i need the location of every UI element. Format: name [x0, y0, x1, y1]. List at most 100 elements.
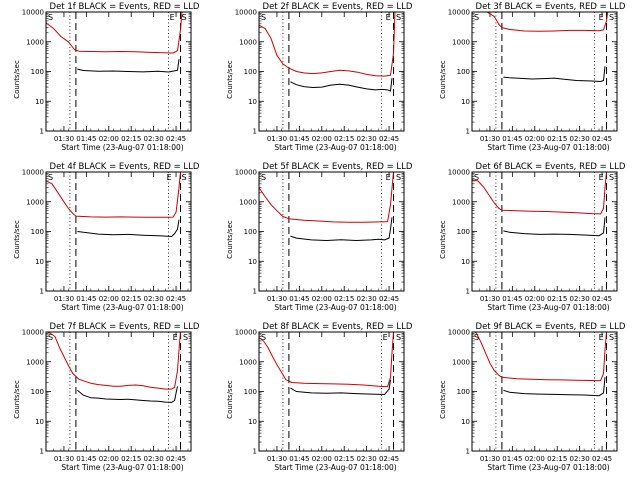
- x-axis-label: Start Time (23-Aug-07 01:18:00): [487, 303, 609, 312]
- y-axis-label: Counts/sec: [226, 380, 234, 419]
- y-tick-label: 10: [461, 98, 470, 106]
- data-area: [484, 12, 609, 82]
- y-tick-label: 10: [461, 258, 470, 266]
- y-tick-label: 1000: [239, 198, 257, 206]
- x-tick-label: 02:00: [525, 295, 545, 303]
- panel-title: Det 2f BLACK = Events, RED = LLD: [263, 2, 413, 12]
- x-tick-label: 02:45: [166, 135, 186, 143]
- start-marker-label: S: [261, 13, 266, 22]
- y-tick-label: 1: [40, 128, 44, 136]
- y-tick-label: 1: [253, 448, 257, 456]
- y-tick-label: 1: [253, 288, 257, 296]
- x-tick-label: 01:45: [76, 455, 96, 463]
- plot-frame: [258, 331, 405, 452]
- x-axis-label: Start Time (23-Aug-07 01:18:00): [274, 303, 396, 312]
- x-tick-label: 02:00: [312, 295, 332, 303]
- x-axis-label: Start Time (23-Aug-07 01:18:00): [61, 463, 183, 472]
- plot-frame: [471, 11, 618, 132]
- x-tick-label: 01:30: [267, 295, 287, 303]
- y-tick-label: 10000: [22, 329, 44, 337]
- x-tick-label: 01:30: [267, 135, 287, 143]
- start-marker-label-right: S: [609, 173, 614, 182]
- start-marker-label-right: S: [182, 173, 187, 182]
- plot-frame: [45, 11, 192, 132]
- x-tick-label: 02:45: [379, 295, 399, 303]
- x-tick-label: 01:30: [480, 135, 500, 143]
- plot-frame: [471, 331, 618, 452]
- x-axis-label: Start Time (23-Aug-07 01:18:00): [274, 463, 396, 472]
- data-area: [474, 332, 607, 397]
- y-tick-label: 1000: [452, 38, 470, 46]
- end-marker-label: E: [599, 333, 604, 342]
- start-marker-label-right: S: [609, 13, 614, 22]
- y-tick-label: 10: [248, 418, 257, 426]
- start-marker-label: S: [48, 173, 53, 182]
- x-tick-label: 01:30: [54, 455, 74, 463]
- x-tick-label: 02:00: [525, 455, 545, 463]
- y-tick-label: 100: [457, 388, 470, 396]
- panel-det-2: Det 2f BLACK = Events, RED = LLD 1 10 100 10…: [226, 2, 413, 152]
- start-marker-label: S: [48, 333, 53, 342]
- y-tick-label: 100: [457, 228, 470, 236]
- y-tick-label: 10000: [235, 329, 257, 337]
- x-axis-label: Start Time (23-Aug-07 01:18:00): [487, 463, 609, 472]
- x-tick-label: 02:30: [144, 455, 164, 463]
- plot-frame: [258, 171, 405, 292]
- events-series-line: [503, 217, 606, 237]
- start-marker-label: S: [474, 333, 479, 342]
- x-tick-label: 02:30: [570, 455, 590, 463]
- panel-det-1: Det 1f BLACK = Events, RED = LLD 1 10 100 10…: [13, 2, 200, 152]
- y-tick-label: 10: [35, 98, 44, 106]
- x-tick-label: 02:30: [357, 135, 377, 143]
- y-tick-label: 10000: [22, 9, 44, 17]
- start-marker-label: S: [261, 173, 266, 182]
- y-tick-label: 100: [244, 228, 257, 236]
- start-marker-label-right: S: [183, 333, 188, 342]
- y-tick-label: 10000: [448, 9, 470, 17]
- end-marker-label: E: [599, 173, 604, 182]
- x-tick-label: 02:15: [547, 295, 567, 303]
- y-tick-label: 10000: [235, 9, 257, 17]
- x-tick-label: 02:30: [570, 295, 590, 303]
- y-tick-label: 1: [466, 128, 470, 136]
- y-tick-label: 100: [31, 388, 44, 396]
- y-tick-label: 1: [253, 128, 257, 136]
- y-tick-label: 1: [466, 288, 470, 296]
- panel-title: Det 1f BLACK = Events, RED = LLD: [50, 2, 200, 12]
- panel-det-8: Det 8f BLACK = Events, RED = LLD 1 10 100 10…: [226, 322, 413, 472]
- x-tick-label: 02:00: [525, 135, 545, 143]
- y-tick-label: 100: [31, 228, 44, 236]
- start-marker-label: S: [474, 173, 479, 182]
- panel-title: Det 9f BLACK = Events, RED = LLD: [476, 322, 626, 332]
- x-tick-label: 02:45: [166, 455, 186, 463]
- x-tick-label: 02:30: [144, 295, 164, 303]
- y-tick-label: 10000: [448, 329, 470, 337]
- y-tick-label: 100: [244, 68, 257, 76]
- x-tick-label: 01:45: [76, 295, 96, 303]
- data-area: [259, 332, 394, 395]
- x-tick-label: 02:00: [99, 295, 119, 303]
- end-marker-label: E: [167, 173, 172, 182]
- panel-title: Det 6f BLACK = Events, RED = LLD: [476, 162, 626, 172]
- x-tick-label: 01:45: [502, 295, 522, 303]
- x-tick-label: 02:00: [312, 455, 332, 463]
- x-tick-label: 02:30: [357, 455, 377, 463]
- y-tick-label: 1000: [26, 198, 44, 206]
- panel-det-7: Det 7f BLACK = Events, RED = LLD 1 10 100 10…: [13, 322, 200, 472]
- x-tick-label: 01:30: [54, 295, 74, 303]
- y-tick-label: 10000: [235, 169, 257, 177]
- plot-frame: [45, 331, 192, 452]
- panel-det-4: Det 4f BLACK = Events, RED = LLD 1 10 100 10…: [13, 162, 200, 312]
- y-tick-label: 10: [461, 418, 470, 426]
- lld-series-line: [46, 332, 181, 390]
- events-series-line: [77, 219, 180, 237]
- x-tick-label: 02:45: [166, 295, 186, 303]
- x-tick-label: 01:30: [480, 455, 500, 463]
- x-tick-label: 01:45: [502, 455, 522, 463]
- y-tick-label: 100: [31, 68, 44, 76]
- y-axis-label: Counts/sec: [439, 380, 447, 419]
- x-tick-label: 01:45: [289, 295, 309, 303]
- y-axis-label: Counts/sec: [226, 220, 234, 259]
- events-series-line: [503, 377, 606, 397]
